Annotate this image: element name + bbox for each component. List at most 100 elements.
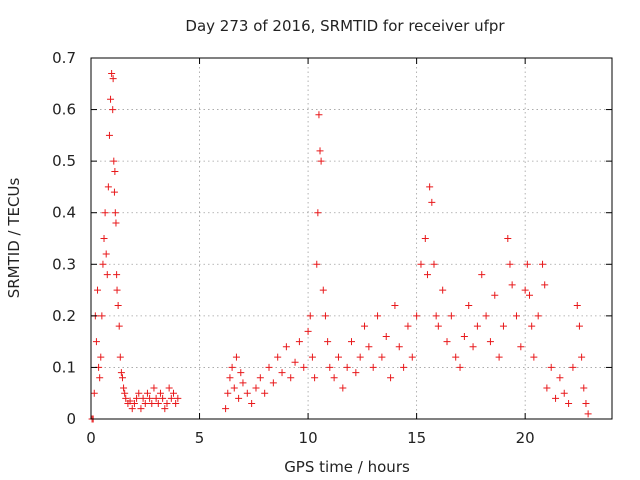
data-point — [391, 302, 399, 310]
y-tick-label: 0.7 — [52, 49, 76, 67]
y-axis-label: SRMTID / TECUs — [5, 178, 23, 299]
data-point — [99, 260, 107, 268]
data-point — [382, 332, 390, 340]
data-point — [316, 147, 324, 155]
data-point — [100, 235, 108, 242]
data-point — [94, 286, 102, 294]
data-point — [378, 353, 386, 361]
data-point — [469, 343, 477, 351]
data-point — [139, 394, 147, 402]
data-point — [156, 389, 164, 397]
data-point — [374, 312, 382, 320]
x-tick-label: 20 — [516, 429, 535, 447]
data-point — [274, 353, 282, 361]
data-point — [128, 405, 136, 413]
data-point — [478, 271, 486, 279]
data-point — [278, 369, 286, 377]
data-point — [248, 400, 256, 408]
data-point — [104, 183, 112, 191]
data-point — [109, 106, 117, 114]
data-point — [324, 338, 332, 346]
data-point — [491, 291, 499, 299]
data-point — [365, 343, 373, 351]
data-point — [361, 322, 369, 330]
data-point — [118, 374, 126, 382]
data-point — [148, 400, 156, 408]
data-point — [343, 363, 351, 371]
data-point — [465, 302, 473, 310]
data-point — [565, 400, 573, 408]
data-point — [110, 188, 118, 196]
data-point — [256, 374, 264, 382]
data-point — [326, 363, 334, 371]
data-point — [486, 338, 494, 346]
x-tick-label: 5 — [195, 429, 205, 447]
data-point — [252, 384, 260, 392]
data-point — [528, 322, 536, 330]
data-point — [167, 394, 175, 402]
data-point — [137, 405, 145, 413]
data-point — [495, 353, 503, 361]
data-point — [143, 389, 151, 397]
x-tick-labels: 0 5 10 15 20 — [86, 429, 534, 447]
data-point — [541, 281, 549, 289]
data-point — [517, 343, 525, 351]
data-point — [408, 353, 416, 361]
data-point — [122, 394, 130, 402]
data-point — [98, 312, 106, 320]
data-point — [473, 322, 481, 330]
data-point — [348, 338, 355, 346]
data-point — [172, 400, 180, 408]
data-point — [456, 363, 464, 371]
data-point — [239, 379, 247, 387]
data-point — [161, 405, 169, 413]
data-point — [116, 353, 124, 361]
data-point — [174, 394, 182, 402]
data-point — [430, 260, 438, 268]
data-point — [319, 286, 327, 294]
data-point — [111, 167, 119, 175]
data-point — [304, 327, 312, 335]
data-point — [539, 260, 547, 268]
data-point — [224, 389, 232, 397]
data-point — [315, 111, 323, 119]
data-point — [163, 400, 171, 408]
data-point — [111, 209, 119, 217]
data-point — [334, 353, 342, 361]
data-point — [443, 338, 451, 346]
data-point — [230, 384, 238, 392]
chart-title: Day 273 of 2016, SRMTID for receiver ufp… — [185, 17, 505, 35]
data-point — [352, 369, 360, 377]
y-tick-label: 0.6 — [52, 101, 76, 119]
data-point — [222, 405, 230, 413]
data-point — [321, 312, 329, 320]
data-point — [314, 209, 322, 217]
data-point — [169, 389, 177, 397]
data-point — [439, 286, 447, 294]
data-point — [311, 374, 319, 382]
data-point — [237, 369, 245, 377]
data-point — [226, 374, 234, 382]
data-point — [404, 322, 412, 330]
data-point — [300, 363, 308, 371]
data-point — [578, 353, 586, 361]
data-point — [400, 363, 408, 371]
data-point — [243, 389, 251, 397]
y-tick-label: 0.2 — [52, 307, 76, 325]
data-point — [306, 312, 314, 320]
data-point — [423, 271, 431, 279]
y-tick-labels: 0 0.1 0.2 0.3 0.4 0.5 0.6 0.7 — [52, 49, 76, 428]
data-point — [121, 389, 129, 397]
data-point — [108, 69, 116, 77]
data-point — [102, 250, 110, 258]
data-point — [308, 353, 316, 361]
data-point — [228, 363, 236, 371]
data-point — [582, 400, 590, 408]
data-point — [317, 157, 325, 165]
data-point — [447, 312, 455, 320]
data-point — [103, 271, 111, 279]
data-point — [165, 384, 173, 392]
data-point — [339, 384, 347, 392]
data-point — [291, 358, 299, 366]
data-point — [287, 374, 295, 382]
